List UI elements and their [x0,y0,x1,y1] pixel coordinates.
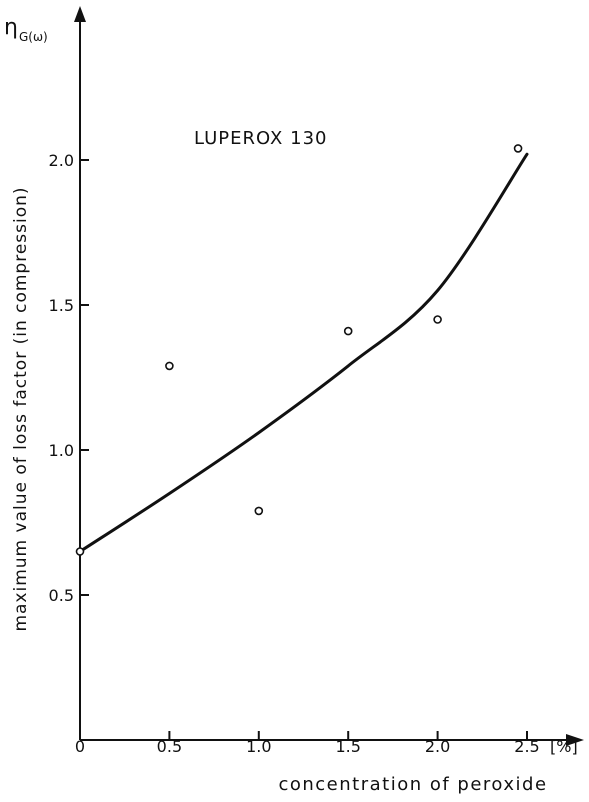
data-point [254,506,264,516]
y-ticks: 0.5 1.0 1.5 2.0 [49,151,89,605]
x-tick-label: 0 [75,737,85,756]
y-tick-label: 1.0 [49,441,74,460]
data-point [433,315,442,324]
x-unit-label: [%] [550,737,578,756]
data-point [513,144,523,153]
x-axis-arrow [566,734,584,746]
y-axis-arrow [74,6,86,22]
y-tick-label: 2.0 [49,151,74,170]
y-axis-label: maximum value of loss factor (in compres… [11,186,31,631]
y-tick-label: 1.5 [49,296,74,315]
y-axis [74,6,86,740]
x-axis [80,734,584,746]
data-points [75,144,523,556]
y-axis-symbol-subscript: G(ω) [19,30,48,44]
data-point [165,361,174,371]
x-tick-label: 2.0 [425,737,450,756]
x-tick-label: 1.0 [246,737,271,756]
x-ticks: 0 0.5 1.0 1.5 2.0 2.5 [75,731,540,756]
chart-title: LUPEROX 130 [194,128,327,149]
x-tick-label: 1.5 [335,737,360,756]
data-point [75,547,85,556]
y-tick-label: 0.5 [49,586,74,605]
fit-curve [78,152,529,553]
data-point [343,326,353,336]
x-tick-label: 0.5 [157,737,182,756]
y-axis-symbol: η [4,15,18,40]
x-tick-label: 2.5 [514,737,539,756]
x-axis-label: concentration of peroxide [278,774,547,795]
